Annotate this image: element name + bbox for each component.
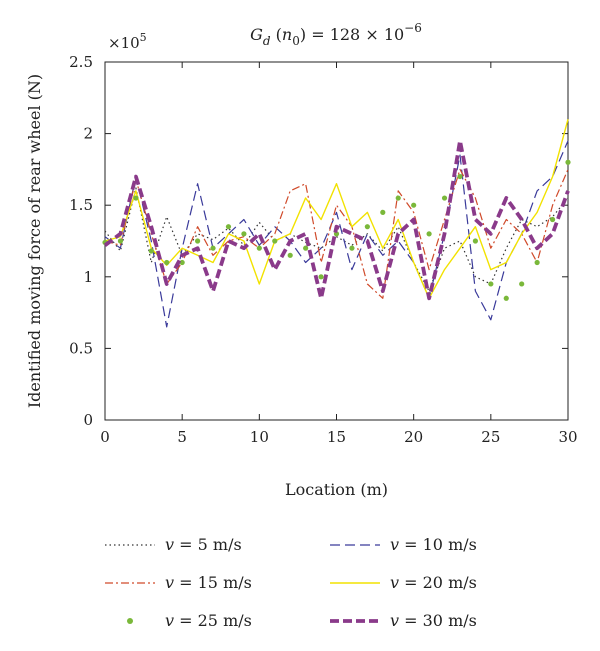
legend-label: v = 10 m/s — [390, 535, 477, 554]
data-point — [549, 216, 556, 223]
data-point — [441, 195, 448, 201]
legend-item-6: v = 30 m/s — [330, 611, 477, 630]
x-tick-label: 5 — [177, 428, 187, 446]
data-point — [195, 238, 201, 244]
series-line — [104, 187, 569, 292]
series-1 — [104, 187, 569, 292]
data-point — [534, 259, 540, 266]
x-tick-label: 0 — [100, 428, 110, 446]
y-tick-label: 2.5 — [69, 53, 93, 71]
data-point — [164, 259, 170, 266]
data-point — [503, 295, 509, 301]
y-multiplier-label: ×105 — [108, 31, 147, 52]
data-point — [426, 231, 432, 237]
data-point — [287, 252, 293, 258]
x-tick-label: 25 — [481, 428, 500, 446]
legend-marker — [127, 618, 133, 624]
series-line — [104, 140, 569, 328]
series-4 — [104, 119, 569, 299]
data-point — [210, 245, 216, 251]
x-tick-label: 15 — [327, 428, 346, 446]
y-tick-label: 1 — [83, 268, 93, 286]
legend-item-5: v = 25 m/s — [127, 611, 252, 630]
x-tick-label: 10 — [250, 428, 269, 446]
series-line — [104, 119, 569, 299]
data-point — [488, 281, 494, 287]
data-point — [133, 195, 139, 201]
legend-item-1: v = 5 m/s — [105, 535, 242, 554]
x-tick-label: 20 — [404, 428, 423, 446]
data-point — [318, 274, 324, 280]
legend-item-4: v = 20 m/s — [330, 573, 477, 592]
data-point — [256, 245, 262, 251]
x-tick-label: 30 — [558, 428, 577, 446]
data-point — [117, 238, 124, 244]
series-2 — [104, 140, 569, 328]
data-point — [519, 281, 525, 287]
series-6 — [103, 138, 570, 301]
legend-label: v = 25 m/s — [165, 611, 252, 630]
legend-label: v = 20 m/s — [390, 573, 477, 592]
data-point — [179, 259, 185, 266]
data-point — [272, 238, 278, 244]
data-point — [395, 195, 401, 201]
data-point — [565, 159, 571, 165]
legend-item-3: v = 15 m/s — [105, 573, 252, 592]
legend-item-2: v = 10 m/s — [330, 535, 477, 554]
data-point — [457, 173, 463, 180]
y-axis-label: Identified moving force of rear wheel (N… — [25, 74, 44, 408]
chart-title: Gd (n0) = 128 × 10−6 — [250, 21, 422, 48]
data-point — [380, 209, 386, 215]
y-tick-label: 0 — [83, 411, 93, 429]
data-point — [333, 231, 340, 237]
data-point — [225, 224, 232, 230]
y-tick-label: 2 — [83, 125, 93, 143]
x-axis-label: Location (m) — [285, 480, 388, 499]
y-tick-label: 1.5 — [69, 196, 93, 214]
series-line — [103, 138, 570, 301]
data-point — [241, 231, 247, 237]
legend-label: v = 5 m/s — [165, 535, 242, 554]
data-point — [472, 238, 478, 244]
data-point — [364, 224, 370, 230]
legend-label: v = 30 m/s — [390, 611, 477, 630]
data-point — [303, 245, 309, 251]
plot-frame — [104, 61, 569, 421]
data-point — [411, 202, 417, 208]
legend-label: v = 15 m/s — [165, 573, 252, 592]
y-tick-label: 0.5 — [69, 339, 93, 357]
data-point — [148, 248, 154, 254]
data-point — [349, 245, 355, 251]
